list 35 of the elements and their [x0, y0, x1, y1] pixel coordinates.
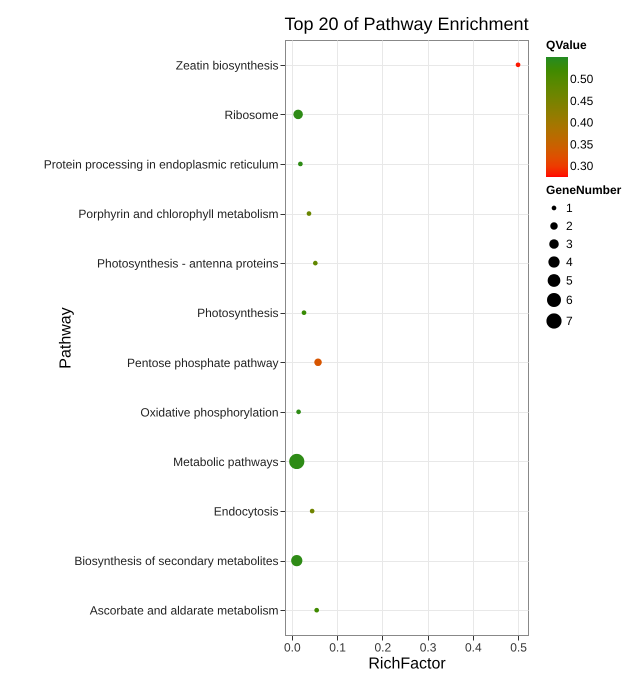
y-tick-label: Protein processing in endoplasmic reticulum	[44, 157, 278, 172]
y-tick-label: Endocytosis	[214, 504, 278, 519]
x-tick-label: 0.3	[420, 640, 437, 654]
x-tick-label: 0.0	[284, 640, 301, 654]
color-bar-label: 0.50	[570, 72, 594, 86]
y-tick-label: Photosynthesis	[197, 306, 278, 320]
x-tick-label: 0.1	[329, 640, 346, 654]
y-tick-label: Pentose phosphate pathway	[127, 356, 278, 370]
x-tick-label: 0.2	[374, 640, 392, 654]
legend-title: GeneNumber	[546, 183, 622, 197]
legend-label: 2	[566, 219, 573, 233]
legend-label: 1	[566, 201, 573, 215]
chart-title: Top 20 of Pathway Enrichment	[284, 14, 529, 34]
legend-label: 5	[566, 274, 573, 288]
y-tick-label: Photosynthesis - antenna proteins	[97, 256, 278, 271]
color-bar-label: 0.40	[570, 116, 594, 130]
legend-label: 6	[566, 293, 573, 307]
color-bar-title: QValue	[546, 38, 588, 52]
legend-label: 4	[566, 255, 573, 269]
y-tick-label: Ribosome	[224, 108, 279, 122]
y-tick-label: Porphyrin and chlorophyll metabolism	[78, 207, 278, 222]
y-tick-label: Biosynthesis of secondary metabolites	[74, 554, 278, 568]
color-bar-label: 0.30	[570, 159, 594, 174]
y-tick-label: Oxidative phosphorylation	[140, 405, 278, 420]
y-axis-title: Pathway	[58, 307, 74, 369]
x-tick-label: 0.4	[464, 640, 482, 654]
y-tick-label: Ascorbate and aldarate metabolism	[90, 604, 278, 618]
legend-label: 7	[566, 314, 573, 328]
y-tick-label: Zeatin biosynthesis	[176, 58, 278, 72]
color-bar-label: 0.45	[570, 94, 594, 108]
x-tick-label: 0.5	[510, 640, 528, 654]
y-tick-label: Metabolic pathways	[173, 454, 278, 469]
legend-label: 3	[566, 237, 573, 251]
color-bar-label: 0.35	[570, 137, 594, 152]
x-axis-title: RichFactor	[368, 656, 446, 672]
